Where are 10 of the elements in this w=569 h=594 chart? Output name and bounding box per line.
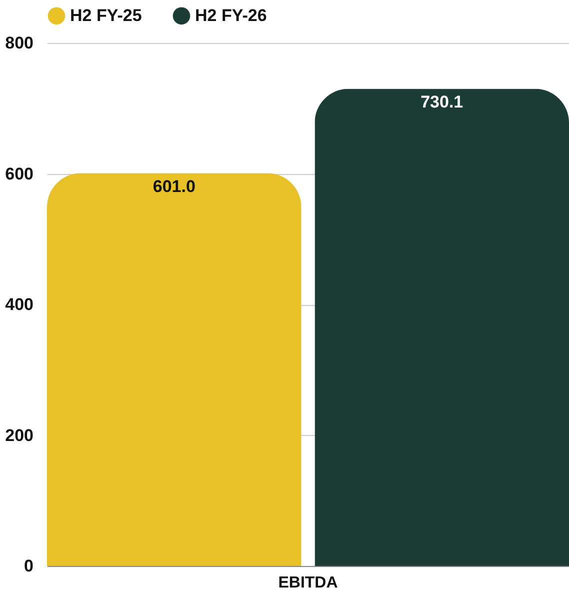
data-label: 601.0 [152,177,196,196]
y-tick-label: 400 [5,295,34,314]
x-tick-label: EBITDA [278,574,338,592]
data-label: 730.1 [420,92,464,112]
legend-label: H2 FY-25 [70,6,142,25]
y-tick-label: 200 [5,426,34,445]
y-tick-label: 600 [5,164,34,184]
legend-label: H2 FY-26 [195,6,267,25]
y-tick-label: 0 [24,556,34,576]
y-tick-label: 800 [5,34,34,52]
